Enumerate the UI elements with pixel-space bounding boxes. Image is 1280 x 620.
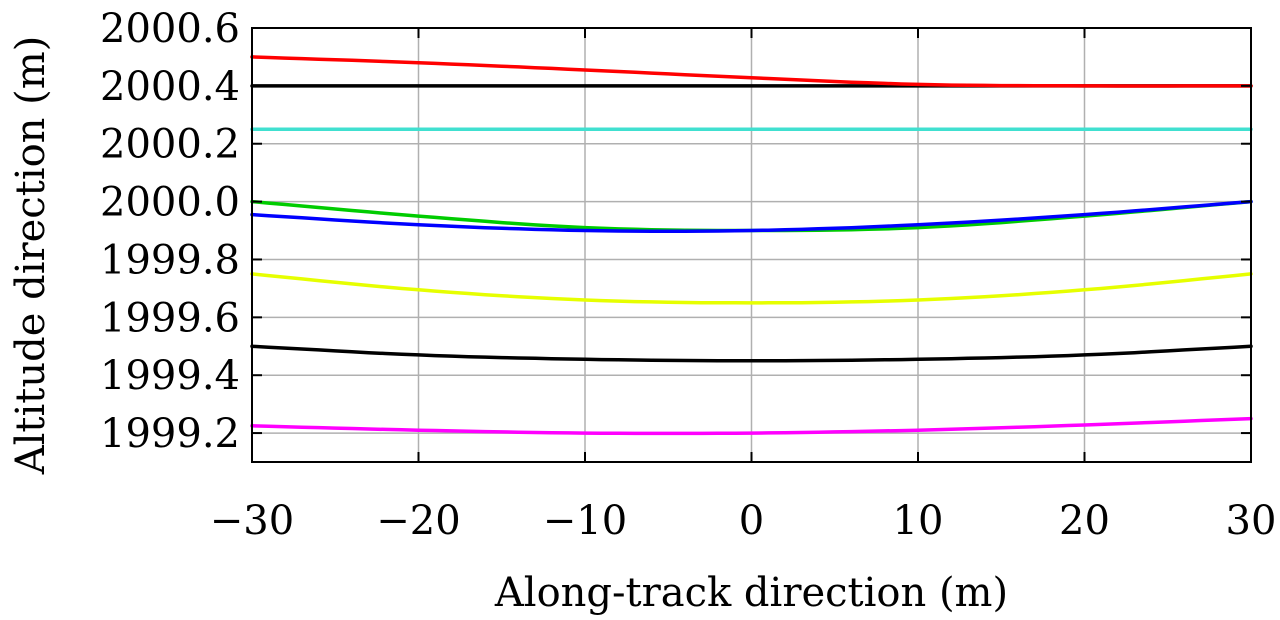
- y-tick-label: 1999.4: [100, 353, 240, 399]
- x-tick-label: 30: [1226, 498, 1277, 544]
- y-tick-label: 1999.6: [100, 295, 240, 341]
- y-tick-label: 2000.2: [100, 122, 240, 168]
- x-tick-label: 0: [739, 498, 764, 544]
- series-line-6: [250, 272, 1253, 305]
- x-tick-label: −30: [210, 498, 294, 544]
- y-tick-label: 2000.6: [100, 6, 240, 52]
- series-line-7: [250, 344, 1253, 363]
- x-tick-label: 10: [893, 498, 944, 544]
- y-axis-label: Altitude direction (m): [8, 36, 54, 476]
- x-axis-label: Along-track direction (m): [494, 570, 1008, 616]
- y-tick-label: 2000.0: [100, 180, 240, 226]
- tick-marks: [251, 27, 1252, 462]
- x-tick-label: −10: [543, 498, 627, 544]
- x-tick-label: −20: [376, 498, 460, 544]
- series-line-5: [250, 199, 1253, 234]
- series-lines: [250, 55, 1253, 436]
- x-tick-labels: −30 −20 −10 0 10 20 30: [210, 498, 1277, 544]
- y-tick-labels: 1999.2 1999.4 1999.6 1999.8 2000.0 2000.2 2000…: [100, 6, 240, 457]
- series-line-8: [250, 416, 1253, 436]
- series-line-2: [250, 55, 1253, 88]
- grid: [251, 27, 1252, 462]
- y-tick-label: 1999.8: [100, 237, 240, 283]
- y-tick-label: 1999.2: [100, 411, 240, 457]
- x-tick-label: 20: [1059, 498, 1110, 544]
- y-tick-label: 2000.4: [100, 64, 240, 110]
